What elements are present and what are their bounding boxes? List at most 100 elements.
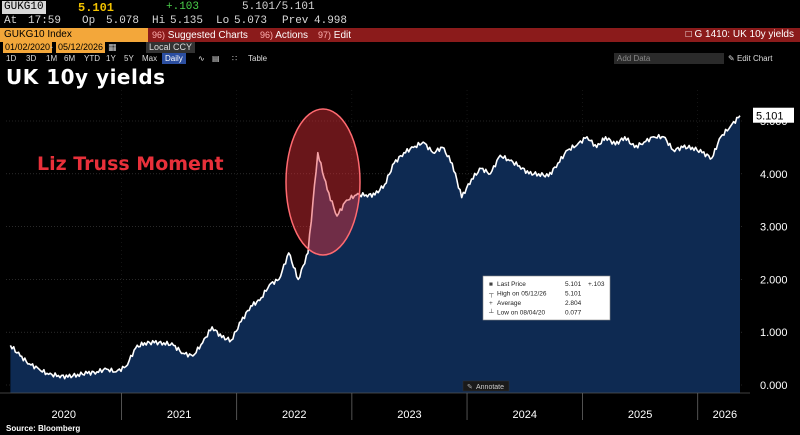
low-label: Lo: [216, 15, 230, 27]
menu-label: Actions: [275, 30, 309, 41]
annotate-label: Annotate: [476, 384, 504, 391]
y-tick-label: 1.000: [760, 327, 788, 339]
data-point-2021-02: [135, 347, 137, 349]
data-point-2024-04: [499, 154, 501, 156]
range-1y[interactable]: 1Y: [106, 54, 116, 63]
data-point-2023-04: [384, 183, 386, 185]
bid-ask: 5.101/5.101: [242, 1, 315, 13]
legend-label: Last Price: [497, 281, 526, 288]
price-change: +.103: [166, 1, 200, 13]
pencil-icon: ✎: [467, 384, 473, 391]
data-point-2020-08: [77, 373, 79, 375]
legend-change: +.103: [588, 281, 605, 288]
legend-value: 0.077: [565, 310, 582, 317]
date-separator: -: [50, 42, 53, 52]
last-value-label: 5.101: [753, 107, 794, 123]
data-point-2023-11: [451, 162, 453, 164]
open-label: Op: [82, 15, 96, 27]
menu-actions[interactable]: 96) Actions: [260, 28, 308, 42]
annotation-text: Liz Truss Moment: [37, 153, 224, 175]
data-point-2022-07: [297, 278, 299, 280]
x-tick-label: 2021: [167, 409, 191, 421]
edit-chart-button[interactable]: ✎ Edit Chart: [728, 53, 773, 64]
chart-title: UK 10y yields: [6, 65, 166, 89]
end-date-field[interactable]: 05/12/2026: [56, 42, 106, 53]
menu-suggested-charts[interactable]: 96) Suggested Charts: [152, 28, 248, 42]
range-max[interactable]: Max: [142, 54, 158, 63]
data-point-2022-04: [269, 284, 271, 286]
legend-label: Low on 08/04/20: [497, 310, 545, 317]
data-point-2020-02: [19, 355, 21, 357]
data-point-2021-03: [144, 342, 146, 344]
y-tick-label: 3.000: [760, 222, 788, 234]
data-point-2020-04: [38, 368, 40, 370]
add-data-input[interactable]: Add Data: [614, 53, 724, 64]
data-point-2021-08: [192, 355, 194, 357]
data-point-2021-10: [211, 326, 213, 328]
highlight-ellipse: [285, 108, 361, 256]
data-point-2020-11: [106, 368, 108, 370]
pencil-icon: ✎: [728, 54, 737, 63]
data-point-2021-11: [221, 337, 223, 339]
data-point-2024-03: [489, 173, 491, 175]
range-5y[interactable]: 5Y: [124, 54, 134, 63]
range-ytd[interactable]: YTD: [84, 54, 100, 63]
range-toolbar: 1D 3D 1M 6M YTD 1Y 5Y Max Daily ∿ ▤ ∷ Ta…: [0, 53, 800, 64]
legend-icon: ┬: [488, 291, 494, 299]
data-point-2023-03: [374, 194, 376, 196]
menu-label: Edit: [333, 30, 352, 41]
data-point-2024-08: [538, 173, 540, 175]
data-point-2020-07: [67, 376, 69, 378]
legend-icon: ┴: [488, 309, 494, 317]
y-tick-label: 0.000: [760, 380, 788, 392]
currency-select[interactable]: Local CCY: [146, 42, 196, 53]
ticker-symbol[interactable]: GUKG10: [2, 1, 46, 14]
data-point-2021-12: [230, 339, 232, 341]
data-point-2021-05: [163, 342, 165, 344]
legend-value: 2.804: [565, 300, 582, 307]
table-button[interactable]: Table: [248, 54, 268, 63]
source-note: Source: Bloomberg: [6, 424, 81, 433]
data-point-2022-01: [240, 321, 242, 323]
data-point-2025-05: [624, 136, 626, 138]
command-bar: GUKG10 Index 96) Suggested Charts 96) Ac…: [0, 28, 800, 42]
legend-label: Average: [497, 300, 521, 307]
menu-edit[interactable]: 97) Edit: [318, 28, 351, 42]
data-point-2025-12: [691, 146, 693, 148]
x-tick-label: 2023: [397, 409, 421, 421]
yield-area: [10, 115, 740, 393]
data-point-2022-03: [259, 300, 261, 302]
start-date-field[interactable]: 01/02/2020: [3, 42, 53, 53]
legend-value: 5.101: [565, 281, 582, 288]
range-1d[interactable]: 1D: [6, 54, 17, 63]
data-point-2024-09: [548, 175, 550, 177]
data-point-2021-04: [153, 342, 155, 344]
data-point-2021-01: [125, 366, 127, 368]
data-point-2020-12: [115, 371, 117, 373]
data-point-2024-05: [509, 160, 511, 162]
data-point-2025-03: [605, 136, 607, 138]
settings-icon[interactable]: ∷: [232, 54, 238, 63]
high-value: 5.135: [170, 15, 204, 27]
x-tick-label: 2026: [713, 409, 737, 421]
annotate-button[interactable]: ✎ Annotate: [462, 380, 510, 392]
range-6m[interactable]: 6M: [64, 54, 76, 63]
data-point-2024-10: [557, 162, 559, 164]
data-point-2022-06: [288, 252, 290, 254]
security-field[interactable]: GUKG10 Index: [0, 28, 148, 42]
data-point-2024-07: [528, 173, 530, 175]
range-3d[interactable]: 3D: [26, 54, 37, 63]
calendar-icon[interactable]: ▦: [108, 42, 117, 52]
line-chart-icon[interactable]: ∿: [198, 54, 205, 63]
window-title-text: G 1410: UK 10y yields: [694, 29, 795, 40]
frequency-select[interactable]: Daily: [162, 53, 186, 64]
last-value-text: 5.101: [756, 111, 784, 123]
menu-number: 96): [152, 30, 166, 40]
data-point-2025-11: [682, 146, 684, 148]
data-point-2021-07: [182, 352, 184, 354]
area-chart-icon[interactable]: ▤: [212, 54, 220, 63]
range-1m[interactable]: 1M: [46, 54, 58, 63]
y-tick-label: 2.000: [760, 274, 788, 286]
